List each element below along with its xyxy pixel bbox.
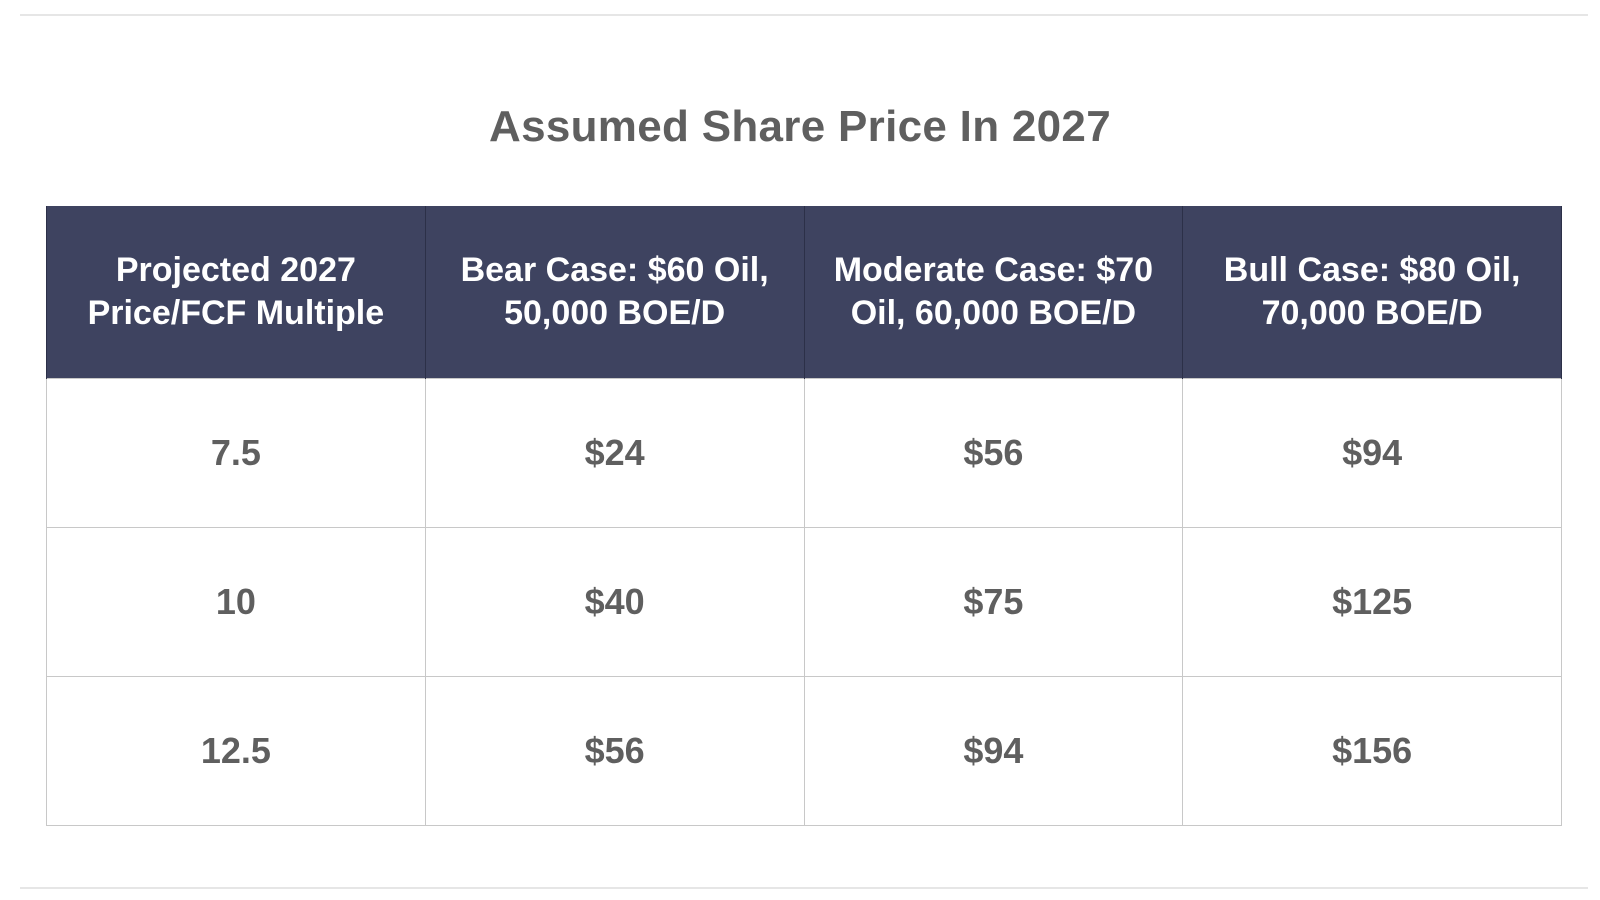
bottom-divider xyxy=(20,887,1588,889)
header-row: Projected 2027 Price/FCF Multiple Bear C… xyxy=(46,206,1562,379)
cell-multiple: 12.5 xyxy=(46,676,426,826)
header-bear-case: Bear Case: $60 Oil, 50,000 BOE/D xyxy=(424,206,805,379)
top-divider xyxy=(20,14,1588,16)
cell-multiple: 7.5 xyxy=(46,378,426,528)
cell-bull: $94 xyxy=(1182,378,1562,528)
cell-bull: $125 xyxy=(1182,527,1562,677)
table-row: 12.5 $56 $94 $156 xyxy=(46,676,1562,826)
cell-moderate: $56 xyxy=(803,378,1184,528)
table-title: Assumed Share Price In 2027 xyxy=(489,102,1111,151)
table-row: 7.5 $24 $56 $94 xyxy=(46,378,1562,528)
header-bull-case: Bull Case: $80 Oil, 70,000 BOE/D xyxy=(1182,206,1562,379)
share-price-table: Projected 2027 Price/FCF Multiple Bear C… xyxy=(46,206,1562,826)
header-multiple: Projected 2027 Price/FCF Multiple xyxy=(46,206,426,379)
cell-bear: $40 xyxy=(424,527,805,677)
cell-multiple: 10 xyxy=(46,527,426,677)
header-moderate-case: Moderate Case: $70 Oil, 60,000 BOE/D xyxy=(803,206,1184,379)
cell-bear: $24 xyxy=(424,378,805,528)
cell-moderate: $94 xyxy=(803,676,1184,826)
cell-bull: $156 xyxy=(1182,676,1562,826)
cell-bear: $56 xyxy=(424,676,805,826)
table-row: 10 $40 $75 $125 xyxy=(46,527,1562,677)
cell-moderate: $75 xyxy=(803,527,1184,677)
